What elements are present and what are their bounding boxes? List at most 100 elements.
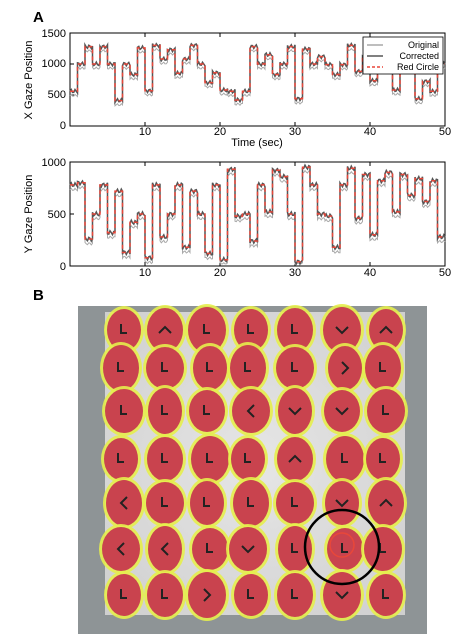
chart-x-ytick-labels: 0 500 1000 1500 [42,28,66,132]
symbol-glyph [241,545,255,554]
blob-core [278,388,312,434]
x-axis-label: Time (sec) [231,137,283,149]
chart-y-xtick-labels: 10 20 30 40 50 [139,267,451,279]
symbol-glyph [288,454,302,463]
blob-core [366,438,400,480]
symbol-glyph [120,589,127,599]
gaze-blob [185,569,229,621]
x-tick-label: 50 [439,126,451,138]
symbol-glyph [382,405,389,415]
symbol-glyph [203,588,212,602]
symbol-glyph [246,404,255,418]
legend-box [362,36,444,75]
gaze-blob [231,571,271,619]
gaze-blob [144,570,186,620]
gaze-blob [366,571,406,619]
blob-core [107,574,141,616]
gaze-blob [103,477,145,529]
gaze-blob [144,434,186,484]
blob-core [369,574,403,616]
symbol-glyph [335,591,349,600]
chart-x-gaze: 10 20 30 40 50 0 500 1000 1500 Time (sec… [23,28,451,149]
symbol-glyph [117,362,124,372]
blob-core [189,390,225,432]
gaze-blob [99,524,143,574]
symbol-glyph [379,453,386,463]
gaze-blob [145,523,185,575]
blob-core [232,389,270,433]
y-tick-label: 0 [60,261,66,273]
blob-core [325,481,359,525]
blob-core [148,388,182,434]
x-tick-label: 10 [139,267,151,279]
blob-core [146,482,184,524]
symbol-glyph [341,453,348,463]
gaze-blob [325,343,365,393]
blob-core [229,527,267,571]
blob-core [231,438,265,480]
gaze-blob [230,477,272,529]
x-tick-label: 40 [364,126,376,138]
blob-core [106,480,142,526]
x-tick-label: 50 [439,267,451,279]
symbol-glyph [161,453,168,463]
series-red-circle-line [70,166,445,263]
gaze-blob [322,478,362,528]
gaze-blob [323,433,367,485]
blob-core [233,480,269,526]
target-circle [303,508,381,586]
symbol-glyph [341,361,350,375]
blob-core [103,345,139,391]
y-tick-label: 500 [48,89,66,101]
legend: Original Corrected Red Circle [362,36,444,75]
gaze-blob [366,306,406,354]
symbol-glyph [379,498,393,507]
symbol-glyph [203,497,210,507]
blob-core [148,526,182,572]
chart-y-ytick-labels: 0 500 1000 [42,157,66,273]
symbol-glyph [335,499,349,508]
y-tick-label: 1000 [42,58,66,70]
blob-core [327,528,363,570]
blob-core [323,572,361,618]
x-tick-label: 20 [214,267,226,279]
gaze-blob [100,342,142,394]
symbol-glyph [161,497,168,507]
symbol-glyph [244,453,251,463]
blob-core [188,572,226,618]
symbol-glyph [291,497,298,507]
blob-core [276,482,314,524]
blob-core [234,309,268,351]
gaze-blob [143,479,187,527]
legend-label-original: Original [408,40,439,50]
gaze-blob [324,525,366,573]
blob-core [278,526,312,572]
gaze-blob [144,305,186,355]
blob-core [107,309,141,351]
blob-core [191,436,229,482]
gaze-blob [273,344,317,392]
blob-core [190,481,224,525]
gaze-blob [321,387,363,435]
symbol-glyph [291,543,298,553]
gaze-blob [275,385,315,437]
blob-core [369,309,403,351]
heatmap-blobs [99,304,408,621]
gaze-blob [228,435,268,483]
blob-core [193,346,227,390]
blob-core [104,438,138,480]
x-tick-label: 40 [364,267,376,279]
gaze-blob [187,478,227,528]
blob-core [276,347,314,389]
gaze-blob [104,571,144,619]
blob-core [188,307,226,353]
blob-core [277,437,313,481]
gaze-blob [362,342,404,394]
x-tick-label: 30 [289,126,301,138]
blob-core [230,345,266,391]
x-tick-label: 10 [139,126,151,138]
symbol-glyph [247,589,254,599]
blob-core [192,528,228,570]
symbol-glyph [161,362,168,372]
